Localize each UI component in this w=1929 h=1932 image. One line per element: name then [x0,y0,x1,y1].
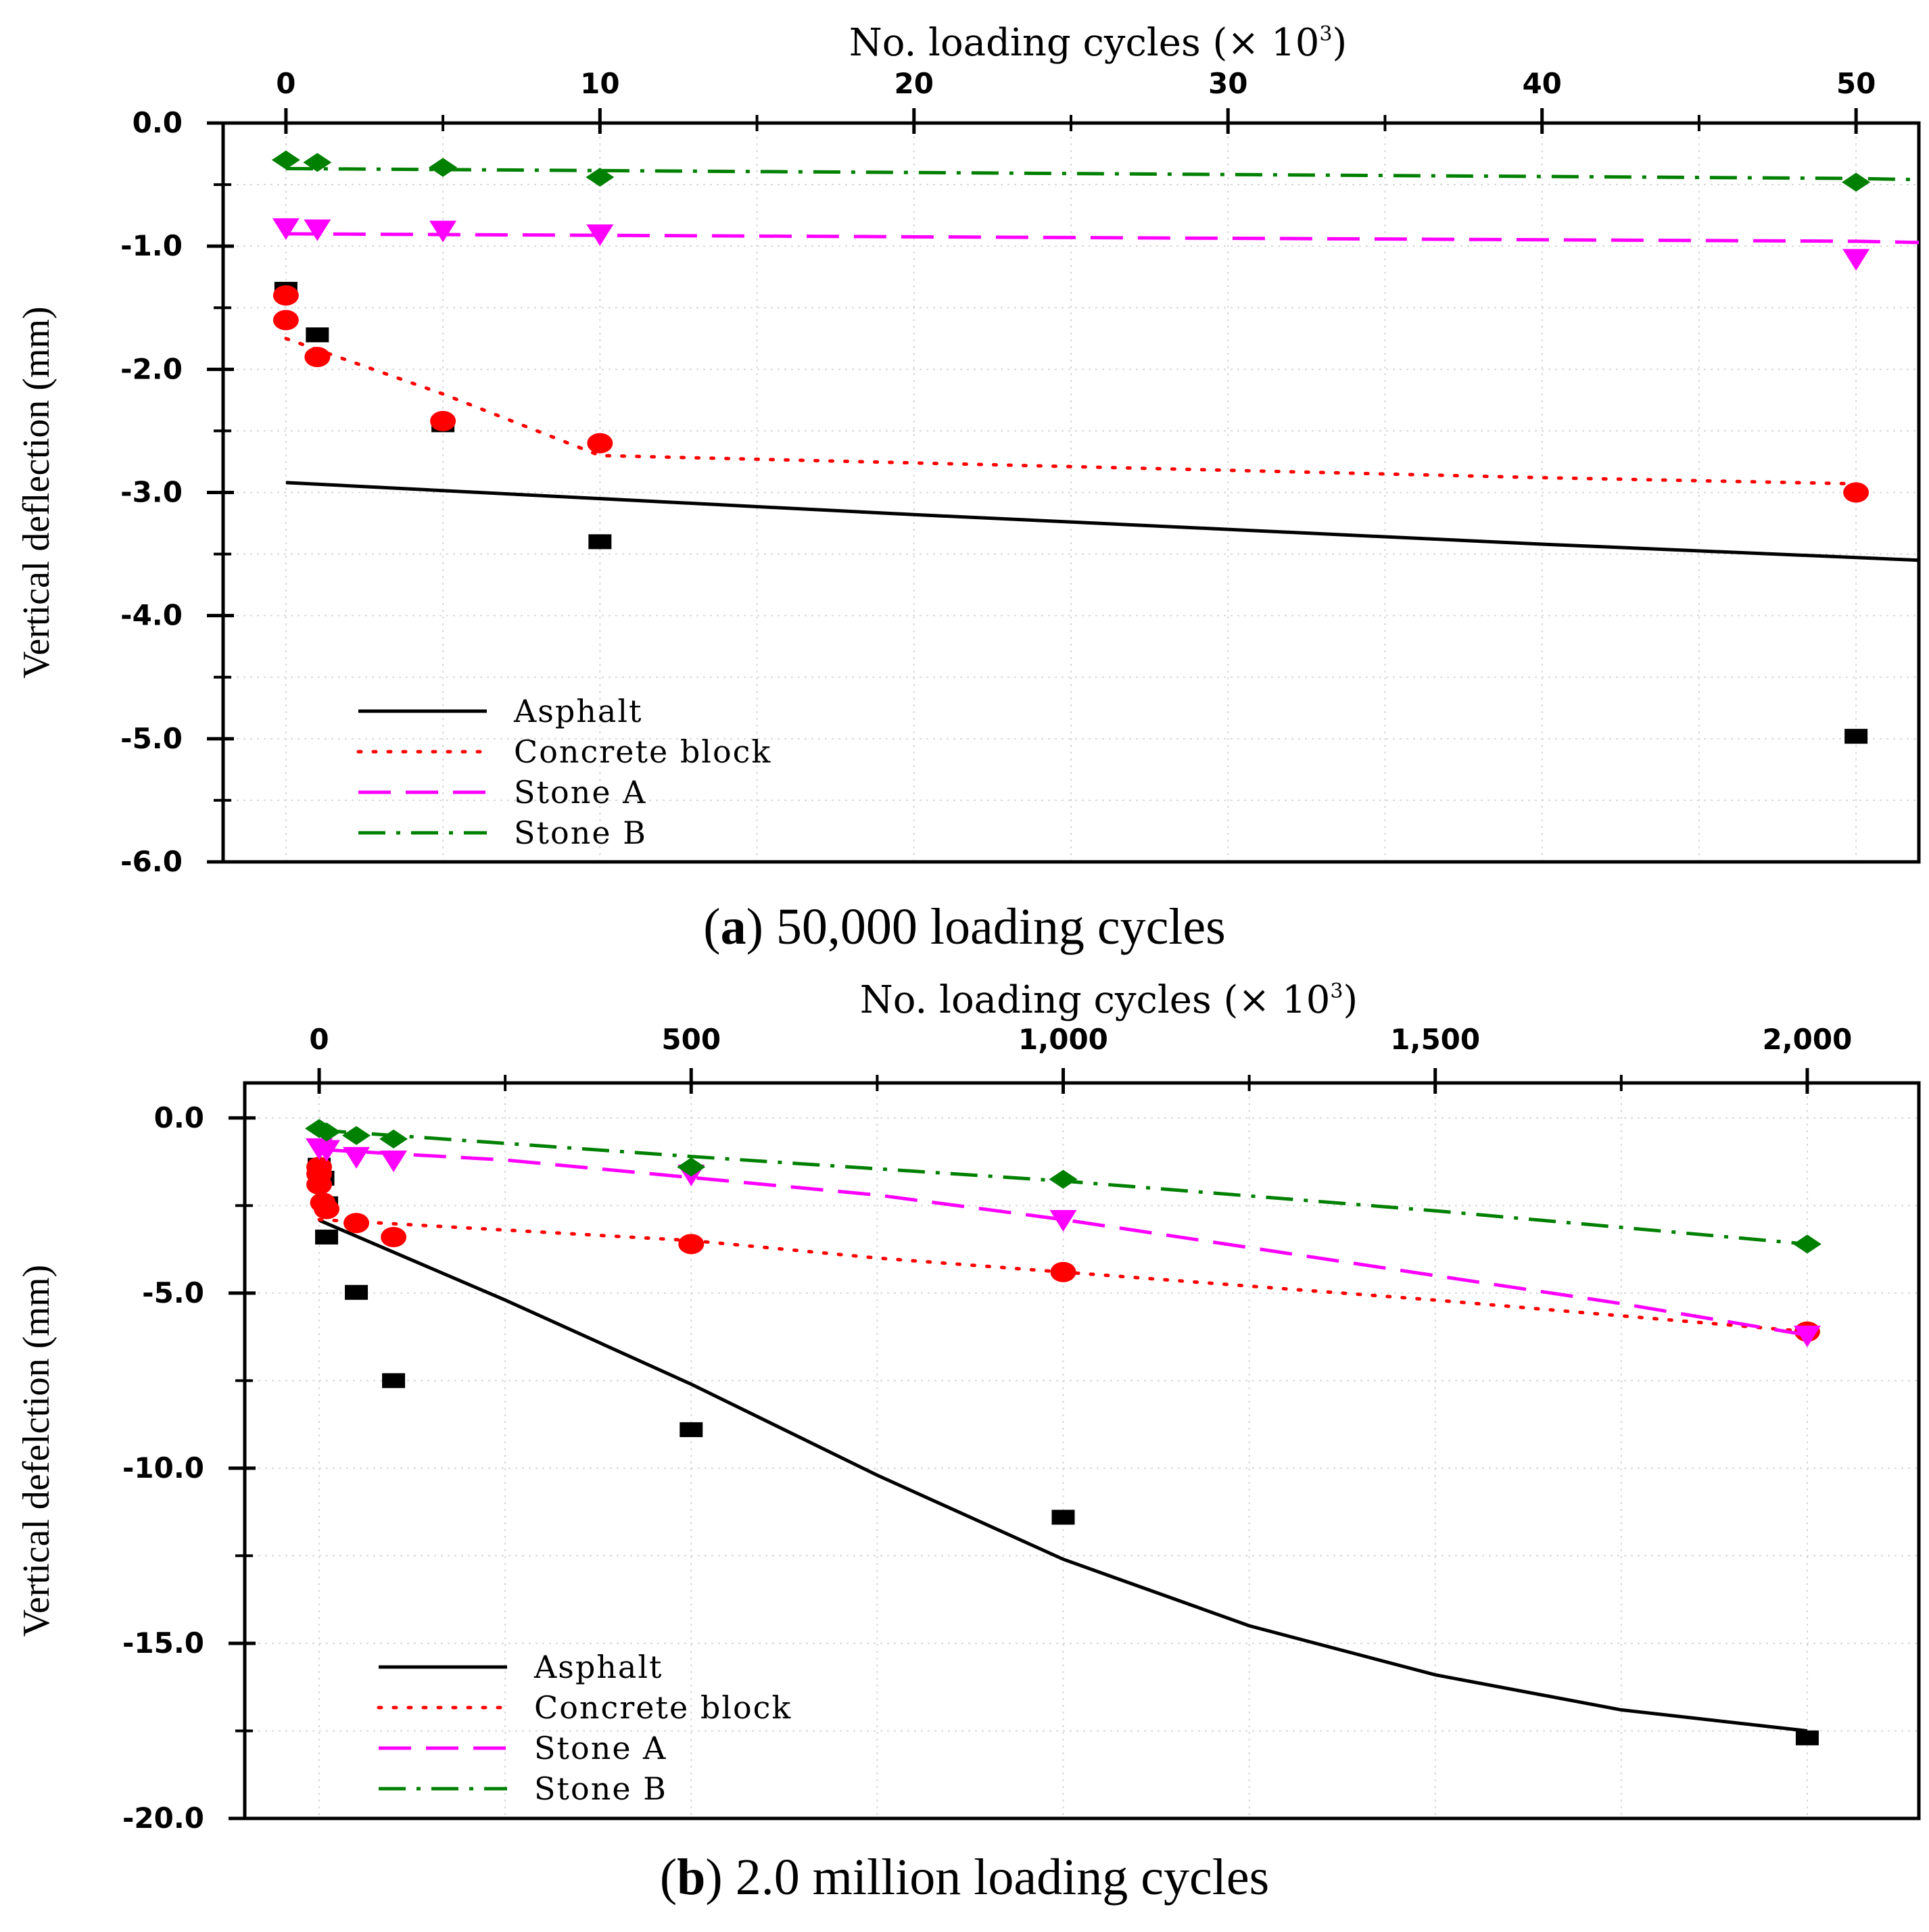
legend-label-concrete-block: Concrete block [514,733,771,770]
fit-line-concrete-block [317,1217,1809,1334]
fit-line-stone-a [285,232,1919,245]
x-axis-title: No. loading cycles (× 103) [849,21,1348,65]
marker-concrete-block [381,1226,407,1247]
marker-asphalt [1051,1510,1075,1525]
x-tick-label: 0 [309,1023,329,1056]
fit-line-stone-a [318,1147,1808,1337]
marker-stone-a [272,218,300,240]
marker-asphalt [588,534,612,550]
marker-stone-a [380,1150,408,1172]
marker-stone-a [1049,1210,1077,1232]
marker-stone-b [429,158,458,177]
marker-stone-b [677,1157,706,1177]
marker-stone-a [343,1146,371,1169]
marker-stone-a [586,224,614,246]
x-tick-label: 10 [580,67,619,100]
x-tick-label: 1,500 [1390,1023,1480,1056]
marker-concrete-block [1050,1261,1076,1282]
x-tick-label: 500 [661,1023,721,1056]
marker-stone-b [1792,1234,1821,1254]
marker-concrete-block [587,433,613,454]
x-tick-label: 40 [1522,67,1561,100]
plot-frame [243,1081,1921,1820]
marker-concrete-block [343,1213,370,1234]
legend-label-asphalt: Asphalt [533,1649,663,1685]
chart-a: 0 10 20 30 40 50 0.0 -1.0 -2.0 -3.0 -4.0 -5.0 -6.0 No… [16,21,1921,878]
fit-line-asphalt [285,481,1919,562]
marker-concrete-block [314,1199,340,1219]
marker-stone-b [1842,172,1871,192]
marker-asphalt [1844,729,1868,744]
marker-concrete-block [678,1234,705,1255]
y-tick-label: -5.0 [142,1276,204,1309]
marker-concrete-block [304,347,331,368]
x-tick-label: 2,000 [1763,1023,1853,1056]
marker-concrete-block [430,410,456,431]
legend-label-stone-a: Stone A [534,1730,667,1766]
legend-label-asphalt: Asphalt [513,693,643,729]
x-tick-label: 20 [895,67,934,100]
x-tick-label: 1,000 [1018,1023,1108,1056]
marker-concrete-block [272,285,299,306]
y-axis-title: Vertical deflection (mm) [16,306,57,678]
marker-asphalt [1795,1730,1819,1745]
caption-a: (a) 50,000 loading cycles [703,898,1226,955]
marker-stone-a [429,220,457,243]
fit-line-asphalt [318,1218,1808,1733]
x-tick-label: 0 [276,67,295,100]
marker-stone-b [312,1122,341,1142]
marker-asphalt [345,1284,368,1300]
marker-asphalt [315,1229,339,1245]
y-tick-label: -15.0 [122,1626,204,1660]
marker-stone-a [1793,1326,1821,1348]
marker-stone-b [342,1126,371,1145]
y-tick-label: -1.0 [120,229,183,262]
caption-a-letter: a [720,898,746,955]
y-axis-title: Vertical defelction (mm) [16,1265,57,1637]
y-tick-label: 0.0 [133,106,183,139]
caption-a-text: 50,000 loading cycles [776,898,1226,955]
legend-label-stone-b: Stone B [534,1770,667,1807]
marker-stone-b [1049,1169,1078,1189]
chart-b: 0 500 1,000 1,500 2,000 0.0 -5.0 -10.0 -15.0 -20.… [16,978,1921,1835]
marker-asphalt [382,1373,406,1388]
marker-stone-a [304,219,331,241]
x-tick-label: 30 [1208,67,1247,100]
y-tick-label: -2.0 [120,352,183,385]
marker-stone-a [313,1140,341,1162]
x-tick-label: 50 [1836,67,1876,100]
y-tick-label: 0.0 [154,1101,204,1134]
fit-line-concrete-block [284,337,1858,486]
caption-b: (b) 2.0 million loading cycles [659,1849,1270,1906]
marker-concrete-block [306,1174,333,1195]
fit-line-stone-b [285,166,1919,182]
y-tick-label: -4.0 [120,599,183,632]
marker-stone-b [586,168,615,187]
marker-concrete-block [1843,482,1870,503]
legend-label-stone-a: Stone A [514,774,646,811]
marker-stone-b [303,153,332,172]
marker-stone-a [1842,249,1870,271]
x-axis-title: No. loading cycles (× 103) [860,978,1358,1022]
marker-asphalt [306,327,329,343]
y-tick-label: -3.0 [120,476,183,509]
y-tick-label: -10.0 [122,1451,204,1484]
marker-stone-b [271,150,300,170]
y-tick-label: -5.0 [120,722,183,755]
legend-label-concrete-block: Concrete block [534,1689,792,1726]
caption-b-text: 2.0 million loading cycles [735,1849,1270,1906]
marker-asphalt [680,1422,703,1437]
marker-stone-b [379,1129,408,1149]
y-tick-label: -6.0 [120,845,183,878]
legend-label-stone-b: Stone B [514,815,647,851]
caption-b-letter: b [677,1849,706,1906]
marker-concrete-block [272,310,299,331]
y-tick-label: -20.0 [122,1802,204,1835]
